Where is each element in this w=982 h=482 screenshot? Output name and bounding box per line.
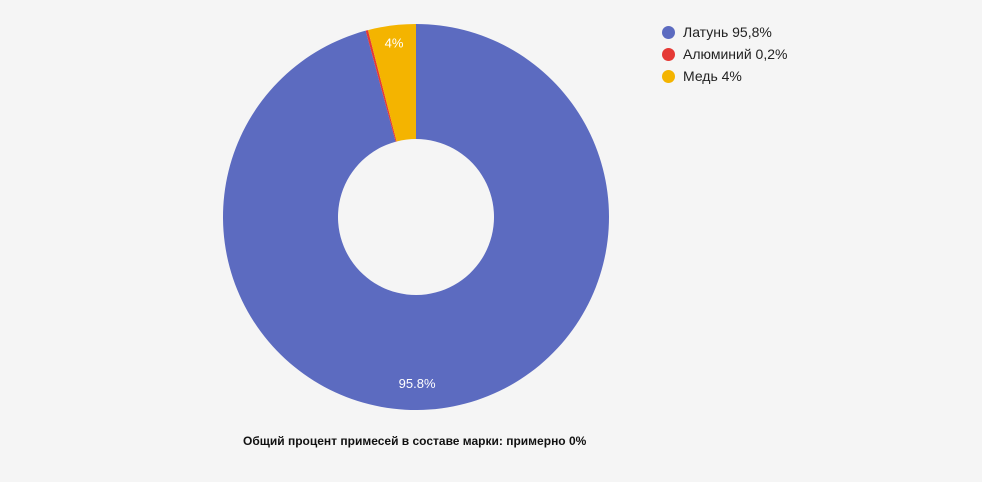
legend-color-dot bbox=[662, 69, 675, 83]
legend-color-dot bbox=[662, 25, 675, 39]
legend-item-brass[interactable]: Латунь 95,8% bbox=[662, 21, 787, 43]
legend-label: Алюминий 0,2% bbox=[683, 46, 788, 62]
slice-Медь[interactable] bbox=[368, 24, 416, 142]
legend: Латунь 95,8% Алюминий 0,2% Медь 4% bbox=[662, 21, 787, 87]
legend-item-copper[interactable]: Медь 4% bbox=[662, 65, 787, 87]
slice-label: 4% bbox=[385, 35, 404, 50]
slice-Алюминий[interactable] bbox=[365, 30, 397, 142]
legend-label: Латунь 95,8% bbox=[683, 24, 772, 40]
legend-color-dot bbox=[662, 47, 675, 61]
legend-label: Медь 4% bbox=[683, 68, 742, 84]
legend-item-aluminum[interactable]: Алюминий 0,2% bbox=[662, 43, 787, 65]
slice-Латунь[interactable] bbox=[222, 24, 609, 410]
footer-note: Общий процент примесей в составе марки: … bbox=[243, 434, 587, 448]
slice-label: 95.8% bbox=[399, 376, 436, 391]
